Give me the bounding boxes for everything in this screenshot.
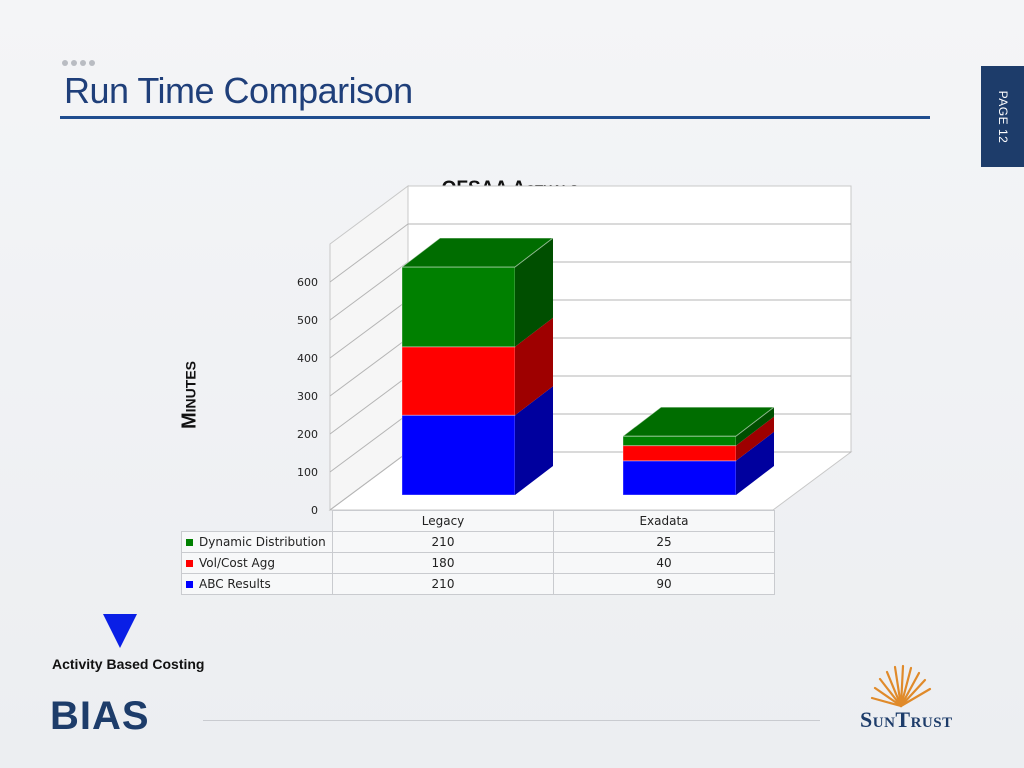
data-value: 180 (332, 552, 554, 574)
data-value: 210 (332, 573, 554, 595)
legend-entry: Dynamic Distribution (181, 531, 333, 553)
decorative-dots (62, 60, 95, 66)
y-tick-label: 300 (297, 390, 318, 403)
table-corner (182, 511, 333, 532)
legend-entry: Vol/Cost Agg (181, 552, 333, 574)
arrow-label: Activity Based Costing (52, 656, 205, 672)
table-row: ABC Results 210 90 (181, 573, 775, 595)
data-value: 210 (332, 531, 554, 553)
legend-label: Vol/Cost Agg (199, 556, 275, 570)
y-tick-label: 0 (311, 504, 318, 517)
bar-top (621, 406, 776, 437)
bar-segment-side (515, 386, 553, 495)
bar-segment-front (622, 460, 737, 496)
table-row: Dynamic Distribution 210 25 (181, 531, 775, 553)
legend-label: ABC Results (199, 577, 271, 591)
table-row: Vol/Cost Agg 180 40 (181, 552, 775, 574)
chart-data-table: Legacy Exadata Dynamic Distribution 210 25 Vo… (181, 510, 775, 595)
table-header-row: Legacy Exadata (182, 510, 775, 532)
y-tick-label: 400 (297, 352, 318, 365)
page-number-tab: PAGE 12 (981, 66, 1024, 167)
bar-segment-front (622, 435, 737, 447)
bar-segment-front (401, 346, 516, 416)
legend-swatch (186, 539, 193, 546)
title-underline (60, 116, 930, 119)
suntrust-sunburst-icon (870, 664, 932, 708)
bar-segment-front (622, 445, 737, 462)
x-category-label: Legacy (332, 510, 554, 532)
bar-segment-side (515, 317, 553, 416)
y-tick-label: 200 (297, 428, 318, 441)
footer-divider (203, 720, 820, 721)
bar-segment-side (736, 416, 774, 461)
bar-segment-side (736, 431, 774, 495)
brand-logo-text: BIAS (50, 694, 150, 738)
gridline (329, 223, 851, 283)
bar-segment-side (736, 407, 774, 446)
legend-swatch (186, 560, 193, 567)
legend-label: Dynamic Distribution (199, 535, 326, 549)
bar-segment-side (515, 238, 553, 347)
page-title: Run Time Comparison (64, 70, 413, 111)
suntrust-logo-text: SunTrust (860, 707, 953, 732)
data-value: 40 (553, 552, 775, 574)
down-arrow-icon (103, 614, 137, 648)
bar-top (400, 237, 555, 268)
legend-entry: ABC Results (181, 573, 333, 595)
data-value: 25 (553, 531, 775, 553)
y-tick-label: 600 (297, 276, 318, 289)
bar-segment-front (401, 266, 516, 348)
legend-swatch (186, 581, 193, 588)
y-tick-label: 100 (297, 466, 318, 479)
bar-segment-front (401, 414, 516, 496)
x-category-label: Exadata (553, 510, 775, 532)
y-tick-label: 500 (297, 314, 318, 327)
data-value: 90 (553, 573, 775, 595)
